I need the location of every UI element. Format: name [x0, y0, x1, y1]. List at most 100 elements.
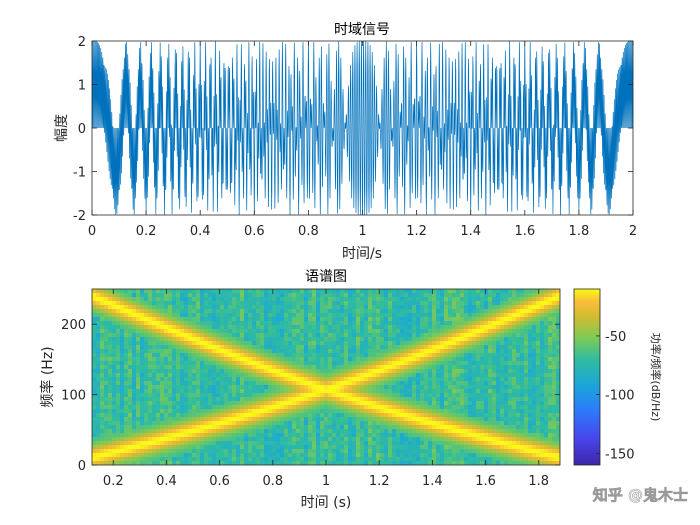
spectrogram-cell — [288, 385, 293, 390]
spectrogram-cell — [224, 389, 229, 394]
spectrogram-cell — [120, 417, 125, 422]
spectrogram-cell — [260, 305, 265, 310]
spectrogram-cell — [328, 377, 333, 382]
spectrogram-cell — [328, 309, 333, 314]
spectrogram-cell — [152, 293, 157, 298]
spectrogram-cell — [300, 401, 305, 406]
spectrogram-cell — [496, 345, 501, 350]
spectrogram-cell — [424, 345, 429, 350]
spectrogram-cell — [408, 305, 413, 310]
spectrogram-cell — [120, 421, 125, 426]
spectrogram-cell — [476, 369, 481, 374]
spectrogram-cell — [396, 453, 401, 458]
spectrogram-cell — [368, 365, 373, 370]
spectrogram-cell — [500, 413, 505, 418]
spectrogram-cell — [156, 373, 161, 378]
spectrogram-cell — [532, 441, 537, 446]
spectrogram-cell — [216, 329, 221, 334]
spectrogram-cell — [176, 433, 181, 438]
spectrogram-cell — [212, 313, 217, 318]
spectrogram-cell — [136, 373, 141, 378]
spectrogram-cell — [528, 401, 533, 406]
spectrogram-cell — [244, 369, 249, 374]
spectrogram-cell — [432, 373, 437, 378]
spectrogram-cell — [348, 437, 353, 442]
spectrogram-cell — [348, 401, 353, 406]
spectrogram-cell — [236, 361, 241, 366]
spectrogram-cell — [356, 405, 361, 410]
spectrogram-cell — [372, 461, 377, 465]
spectrogram-cell — [228, 437, 233, 442]
spectrogram-cell — [148, 421, 153, 426]
spectrogram-cell — [272, 409, 277, 414]
spectrogram-cell — [124, 425, 129, 430]
spectrogram-cell — [172, 449, 177, 454]
spectrogram-cell — [364, 329, 369, 334]
spectrogram-cell — [120, 361, 125, 366]
spectrogram-cell — [204, 325, 209, 330]
spectrogram-cell — [324, 293, 329, 298]
spectrogram-cell — [212, 325, 217, 330]
spectrogram-cell — [152, 321, 157, 326]
spectrogram-cell — [220, 329, 225, 334]
spectrogram-cell — [356, 457, 361, 462]
spectrogram-cell — [300, 341, 305, 346]
spectrogram-cell — [168, 329, 173, 334]
spectrogram-cell — [224, 317, 229, 322]
spectrogram-cell — [372, 317, 377, 322]
spectrogram-cell — [528, 433, 533, 438]
spectrogram-cell — [480, 321, 485, 326]
spectrogram-cell — [384, 293, 389, 298]
spectrogram-cell — [200, 309, 205, 314]
spectrogram-cell — [148, 389, 153, 394]
spectrogram-cell — [364, 361, 369, 366]
spectrogram-cell — [292, 381, 297, 386]
spectrogram-cell — [144, 345, 149, 350]
spectrogram-cell — [328, 381, 333, 386]
spectrogram-cell — [92, 333, 97, 338]
spectrogram-cell — [520, 325, 525, 330]
spectrogram-cell — [504, 373, 509, 378]
spectrogram-cell — [204, 297, 209, 302]
spectrogram-cell — [384, 329, 389, 334]
spectrogram-cell — [156, 457, 161, 462]
spectrogram-cell — [196, 437, 201, 442]
spectrogram-cell — [472, 297, 477, 302]
spectrogram-cell — [416, 333, 421, 338]
spectrogram-cell — [360, 313, 365, 318]
spectrogram-cell — [224, 345, 229, 350]
spectrogram-cell — [96, 401, 101, 406]
spectrogram-cell — [256, 393, 261, 398]
spectrogram-cell — [496, 305, 501, 310]
spectrogram-cell — [188, 409, 193, 414]
spectrogram-cell — [140, 341, 145, 346]
spectrogram-cell — [444, 349, 449, 354]
spectrogram-cell — [108, 453, 113, 458]
spectrogram-cell — [484, 429, 489, 434]
spectrogram-cell — [396, 405, 401, 410]
spectrogram-cell — [116, 349, 121, 354]
spectrogram-cell — [208, 445, 213, 450]
spectrogram-cell — [252, 401, 257, 406]
spectrogram-cell — [224, 381, 229, 386]
spectrogram-cell — [100, 413, 105, 418]
spectrogram-cell — [148, 393, 153, 398]
spectrogram-cell — [228, 305, 233, 310]
spectrogram-cell — [296, 349, 301, 354]
spectrogram-cell — [244, 389, 249, 394]
spectrogram-cell — [384, 425, 389, 430]
spectrogram-cell — [132, 301, 137, 306]
spectrogram-cell — [120, 401, 125, 406]
spectrogram-cell — [320, 445, 325, 450]
spectrogram-cell — [492, 429, 497, 434]
spectrogram-cell — [352, 449, 357, 454]
spectrogram-cell — [536, 437, 541, 442]
spectrogram-cell — [500, 333, 505, 338]
spectrogram-cell — [244, 425, 249, 430]
spectrogram-cell — [428, 329, 433, 334]
spectrogram-cell — [184, 449, 189, 454]
spectrogram-cell — [136, 425, 141, 430]
spectrogram-cell — [288, 325, 293, 330]
spectrogram-cell — [324, 369, 329, 374]
spectrogram-cell — [296, 317, 301, 322]
